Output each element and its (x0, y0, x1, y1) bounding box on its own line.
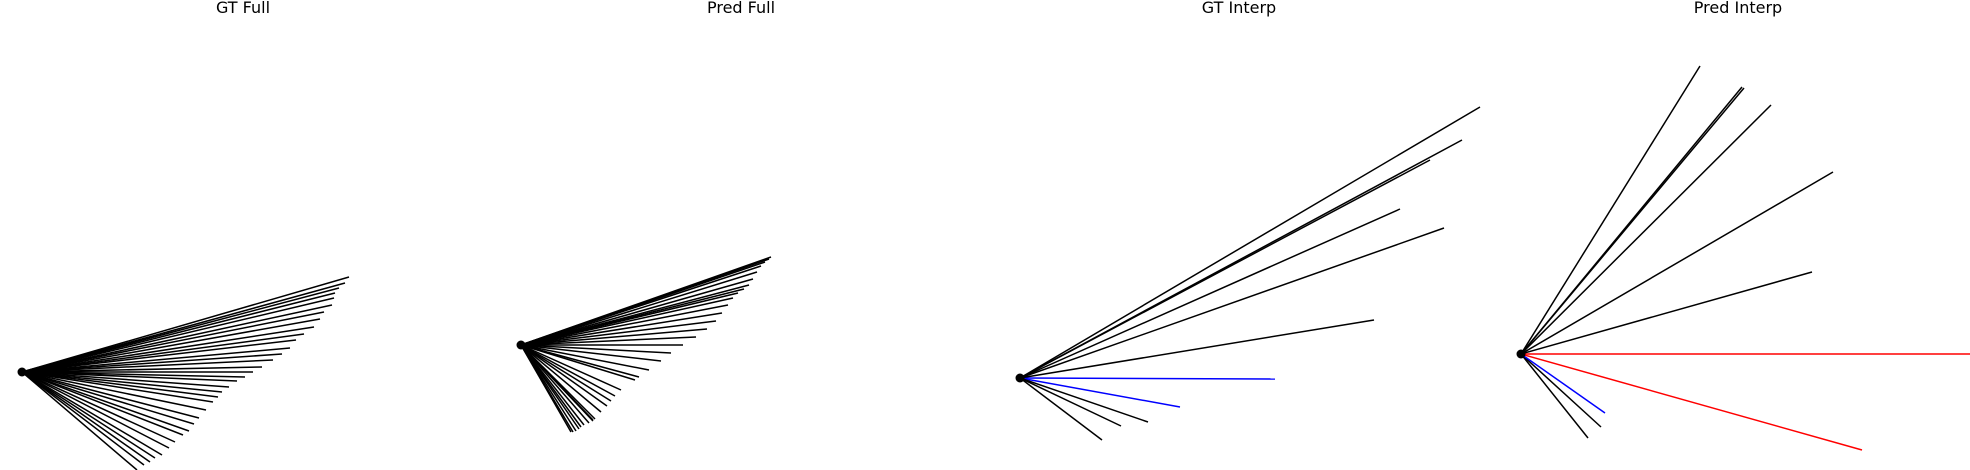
origin-point (1516, 349, 1526, 359)
ray-group (1019, 106, 1481, 441)
ray-black-5 (1520, 271, 1813, 355)
ray-black-23 (520, 320, 717, 346)
ray-black-11 (520, 344, 608, 407)
ray-black-3 (1019, 377, 1122, 427)
ray-blue-0 (1019, 377, 1276, 380)
ray-black-25 (21, 326, 315, 373)
ray-black-25 (520, 304, 729, 346)
origin-point (17, 367, 27, 377)
ray-black-26 (21, 318, 321, 373)
ray-black-3 (21, 371, 156, 459)
ray-black-29 (21, 297, 335, 373)
ray-black-9 (1019, 139, 1463, 379)
origin-point (516, 340, 526, 350)
ray-black-19 (520, 344, 672, 354)
ray-black-10 (1019, 106, 1481, 379)
ray-black-0 (1520, 353, 1589, 439)
ray-black-5 (21, 371, 170, 449)
ray-black-14 (520, 344, 622, 391)
ray-black-9 (21, 371, 195, 425)
ray-group (520, 256, 772, 433)
ray-black-16 (520, 344, 640, 378)
ray-black-22 (21, 347, 291, 373)
ray-black-22 (520, 328, 708, 346)
ray-black-30 (520, 278, 754, 346)
ray-black-7 (1520, 104, 1772, 355)
ray-black-4 (1019, 377, 1149, 423)
ray-blue-1 (1019, 377, 1181, 408)
ray-black-2 (1019, 377, 1103, 441)
ray-black-7 (21, 371, 184, 436)
ray-black-11 (21, 371, 207, 411)
ray-black-5 (520, 344, 585, 426)
panel-pred-interp: Pred Interp (1516, 0, 1970, 451)
ray-black-21 (21, 353, 283, 373)
ray-black-6 (1019, 208, 1401, 379)
ray-blue-2 (1520, 353, 1606, 414)
ray-black-28 (21, 304, 333, 373)
ray-black-24 (21, 333, 305, 373)
ray-black-2 (21, 371, 151, 463)
ray-black-12 (21, 371, 214, 403)
ray-black-10 (1520, 87, 1745, 355)
ray-black-24 (520, 312, 723, 346)
ray-group (1520, 65, 1970, 451)
ray-red-4 (1520, 353, 1863, 451)
ray-black-9 (1520, 65, 1701, 355)
ray-black-23 (21, 339, 297, 373)
ray-black-20 (21, 359, 274, 373)
panel-title: GT Full (216, 0, 270, 17)
panel-gt-interp: GT Interp (1015, 0, 1481, 441)
panel-gt-full: GT Full (17, 0, 350, 470)
ray-black-1 (1520, 353, 1602, 428)
ray-black-8 (1019, 227, 1445, 379)
ray-black-6 (1520, 171, 1834, 355)
ray-black-18 (520, 344, 662, 362)
ray-black-6 (21, 371, 176, 443)
ray-black-15 (21, 371, 230, 388)
panel-title: GT Interp (1202, 0, 1276, 17)
ray-black-5 (1019, 319, 1375, 379)
ray-black-35 (520, 256, 772, 346)
ray-black-29 (520, 284, 750, 346)
ray-black-27 (21, 311, 325, 373)
ray-black-13 (520, 344, 616, 397)
panel-title: Pred Interp (1694, 0, 1782, 17)
ray-black-12 (520, 344, 612, 402)
ray-black-14 (21, 371, 223, 393)
ray-black-19 (21, 366, 263, 373)
ray-black-17 (520, 344, 650, 371)
ray-black-8 (21, 371, 190, 432)
ray-black-17 (21, 371, 246, 378)
ray-black-33 (21, 276, 350, 373)
ray-black-0 (21, 371, 138, 470)
panel-pred-full: Pred Full (516, 0, 775, 433)
ray-black-13 (21, 371, 219, 398)
ray-black-10 (21, 371, 200, 419)
panel-title: Pred Full (707, 0, 775, 17)
ray-black-32 (21, 282, 346, 373)
ray-black-21 (520, 336, 697, 346)
ray-black-1 (21, 371, 145, 466)
ray-group (21, 276, 350, 470)
ray-black-10 (520, 344, 602, 413)
origin-point (1015, 373, 1025, 383)
ray-black-9 (520, 344, 596, 420)
ray-black-4 (21, 371, 163, 456)
